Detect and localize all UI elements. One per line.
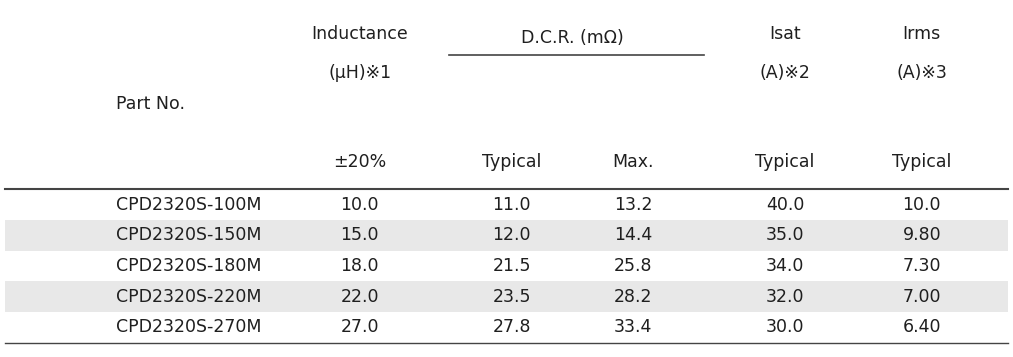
Text: 11.0: 11.0 [492,196,531,213]
Text: Part No.: Part No. [116,95,185,112]
Text: 10.0: 10.0 [340,196,379,213]
Text: 34.0: 34.0 [766,257,804,275]
Text: CPD2320S-270M: CPD2320S-270M [116,318,262,336]
Text: (A)※2: (A)※2 [760,64,810,82]
Text: 27.8: 27.8 [492,318,531,336]
Text: 22.0: 22.0 [340,288,379,306]
Text: 32.0: 32.0 [766,288,804,306]
Bar [5,281,1008,312]
Text: 10.0: 10.0 [903,196,941,213]
Text: (A)※3: (A)※3 [897,64,947,82]
Text: 23.5: 23.5 [492,288,531,306]
Text: 12.0: 12.0 [492,226,531,244]
Text: 28.2: 28.2 [614,288,652,306]
Text: ±20%: ±20% [333,154,386,171]
Text: 33.4: 33.4 [614,318,652,336]
Text: 15.0: 15.0 [340,226,379,244]
Text: CPD2320S-220M: CPD2320S-220M [116,288,262,306]
Text: 7.30: 7.30 [903,257,941,275]
Text: Typical: Typical [482,154,541,171]
Text: Isat: Isat [769,25,801,43]
Text: Irms: Irms [903,25,941,43]
Text: 25.8: 25.8 [614,257,652,275]
Text: Typical: Typical [756,154,814,171]
Text: 9.80: 9.80 [903,226,941,244]
Text: 13.2: 13.2 [614,196,652,213]
Text: CPD2320S-180M: CPD2320S-180M [116,257,262,275]
Text: 35.0: 35.0 [766,226,804,244]
Text: 6.40: 6.40 [903,318,941,336]
Text: (μH)※1: (μH)※1 [328,64,391,82]
Text: CPD2320S-150M: CPD2320S-150M [116,226,262,244]
Text: 30.0: 30.0 [766,318,804,336]
Text: 21.5: 21.5 [492,257,531,275]
Text: 7.00: 7.00 [903,288,941,306]
Text: Typical: Typical [892,154,951,171]
Text: CPD2320S-100M: CPD2320S-100M [116,196,262,213]
Text: Max.: Max. [613,154,653,171]
Text: D.C.R. (mΩ): D.C.R. (mΩ) [521,29,624,46]
Text: 27.0: 27.0 [340,318,379,336]
Bar [5,220,1008,251]
Text: 18.0: 18.0 [340,257,379,275]
Text: Inductance: Inductance [311,25,408,43]
Text: 14.4: 14.4 [614,226,652,244]
Text: 40.0: 40.0 [766,196,804,213]
